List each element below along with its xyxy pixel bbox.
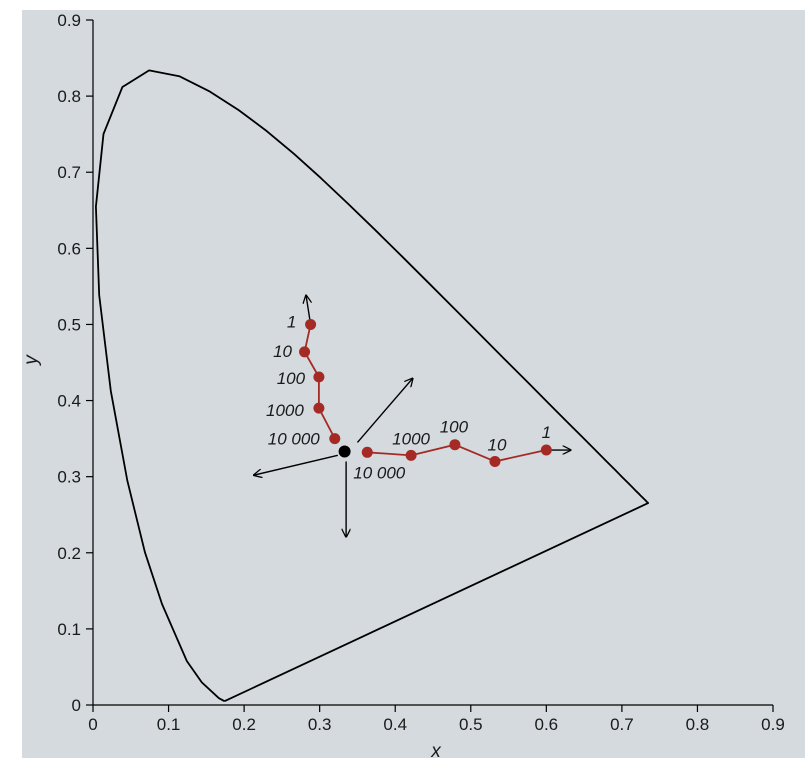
- data-point: [405, 449, 417, 461]
- data-label: 10 000: [268, 430, 321, 449]
- data-label: 100: [277, 369, 306, 388]
- y-tick-label: 0: [72, 696, 81, 715]
- x-tick-label: 0.6: [535, 715, 559, 734]
- x-tick-label: 0: [88, 715, 97, 734]
- data-point: [305, 318, 317, 330]
- data-label: 1: [287, 312, 296, 331]
- y-tick-label: 0.2: [57, 544, 81, 563]
- y-tick-label: 0.7: [57, 163, 81, 182]
- data-point: [313, 371, 325, 383]
- direction-arrow: [356, 378, 412, 443]
- x-tick-label: 0.4: [383, 715, 407, 734]
- axes: 0 0.1 0.2 0.3 0.4 0.5 0.6 0.7 0.8 0.9 0 0.1 0.2 0.3 0.…: [57, 11, 784, 734]
- data-label: 10: [273, 342, 292, 361]
- x-tick-label: 0.3: [308, 715, 332, 734]
- y-tick-label: 0.1: [57, 620, 81, 639]
- y-tick-label: 0.4: [57, 392, 81, 411]
- x-tick-label: 0.9: [761, 715, 785, 734]
- data-point: [313, 402, 325, 414]
- data-label: 1000: [266, 401, 304, 420]
- data-label: 1000: [392, 429, 430, 448]
- y-tick-label: 0.3: [57, 468, 81, 487]
- data-point: [449, 439, 461, 451]
- data-label: 10: [487, 435, 506, 454]
- data-point: [489, 455, 501, 467]
- direction-arrow: [254, 454, 338, 475]
- data-point: [361, 446, 373, 458]
- x-tick-label: 0.5: [459, 715, 483, 734]
- x-tick-label: 0.8: [686, 715, 710, 734]
- gamut-layer: [95, 69, 649, 703]
- gamut-boundary: [95, 69, 649, 703]
- x-axis-title: x: [430, 741, 442, 762]
- x-tick-label: 0.1: [157, 715, 181, 734]
- y-tick-label: 0.5: [57, 315, 81, 334]
- data-label: 10 000: [353, 463, 406, 482]
- data-point: [540, 444, 552, 456]
- data-point: [329, 433, 341, 445]
- data-label: 100: [440, 418, 469, 437]
- y-tick-label: 0.6: [57, 239, 81, 258]
- y-tick-label: 0.8: [57, 87, 81, 106]
- x-tick-label: 0.7: [610, 715, 634, 734]
- data-point: [299, 346, 311, 358]
- y-tick-label: 0.9: [57, 11, 81, 30]
- series-layer: 1 10 100 1000 10 000 1 10 100 1000 10 000: [254, 296, 571, 537]
- chart-background: [22, 10, 805, 758]
- y-axis-title: y: [21, 354, 42, 367]
- data-label: 1: [542, 423, 551, 442]
- x-tick-label: 0.2: [232, 715, 256, 734]
- neutral-point: [338, 445, 351, 458]
